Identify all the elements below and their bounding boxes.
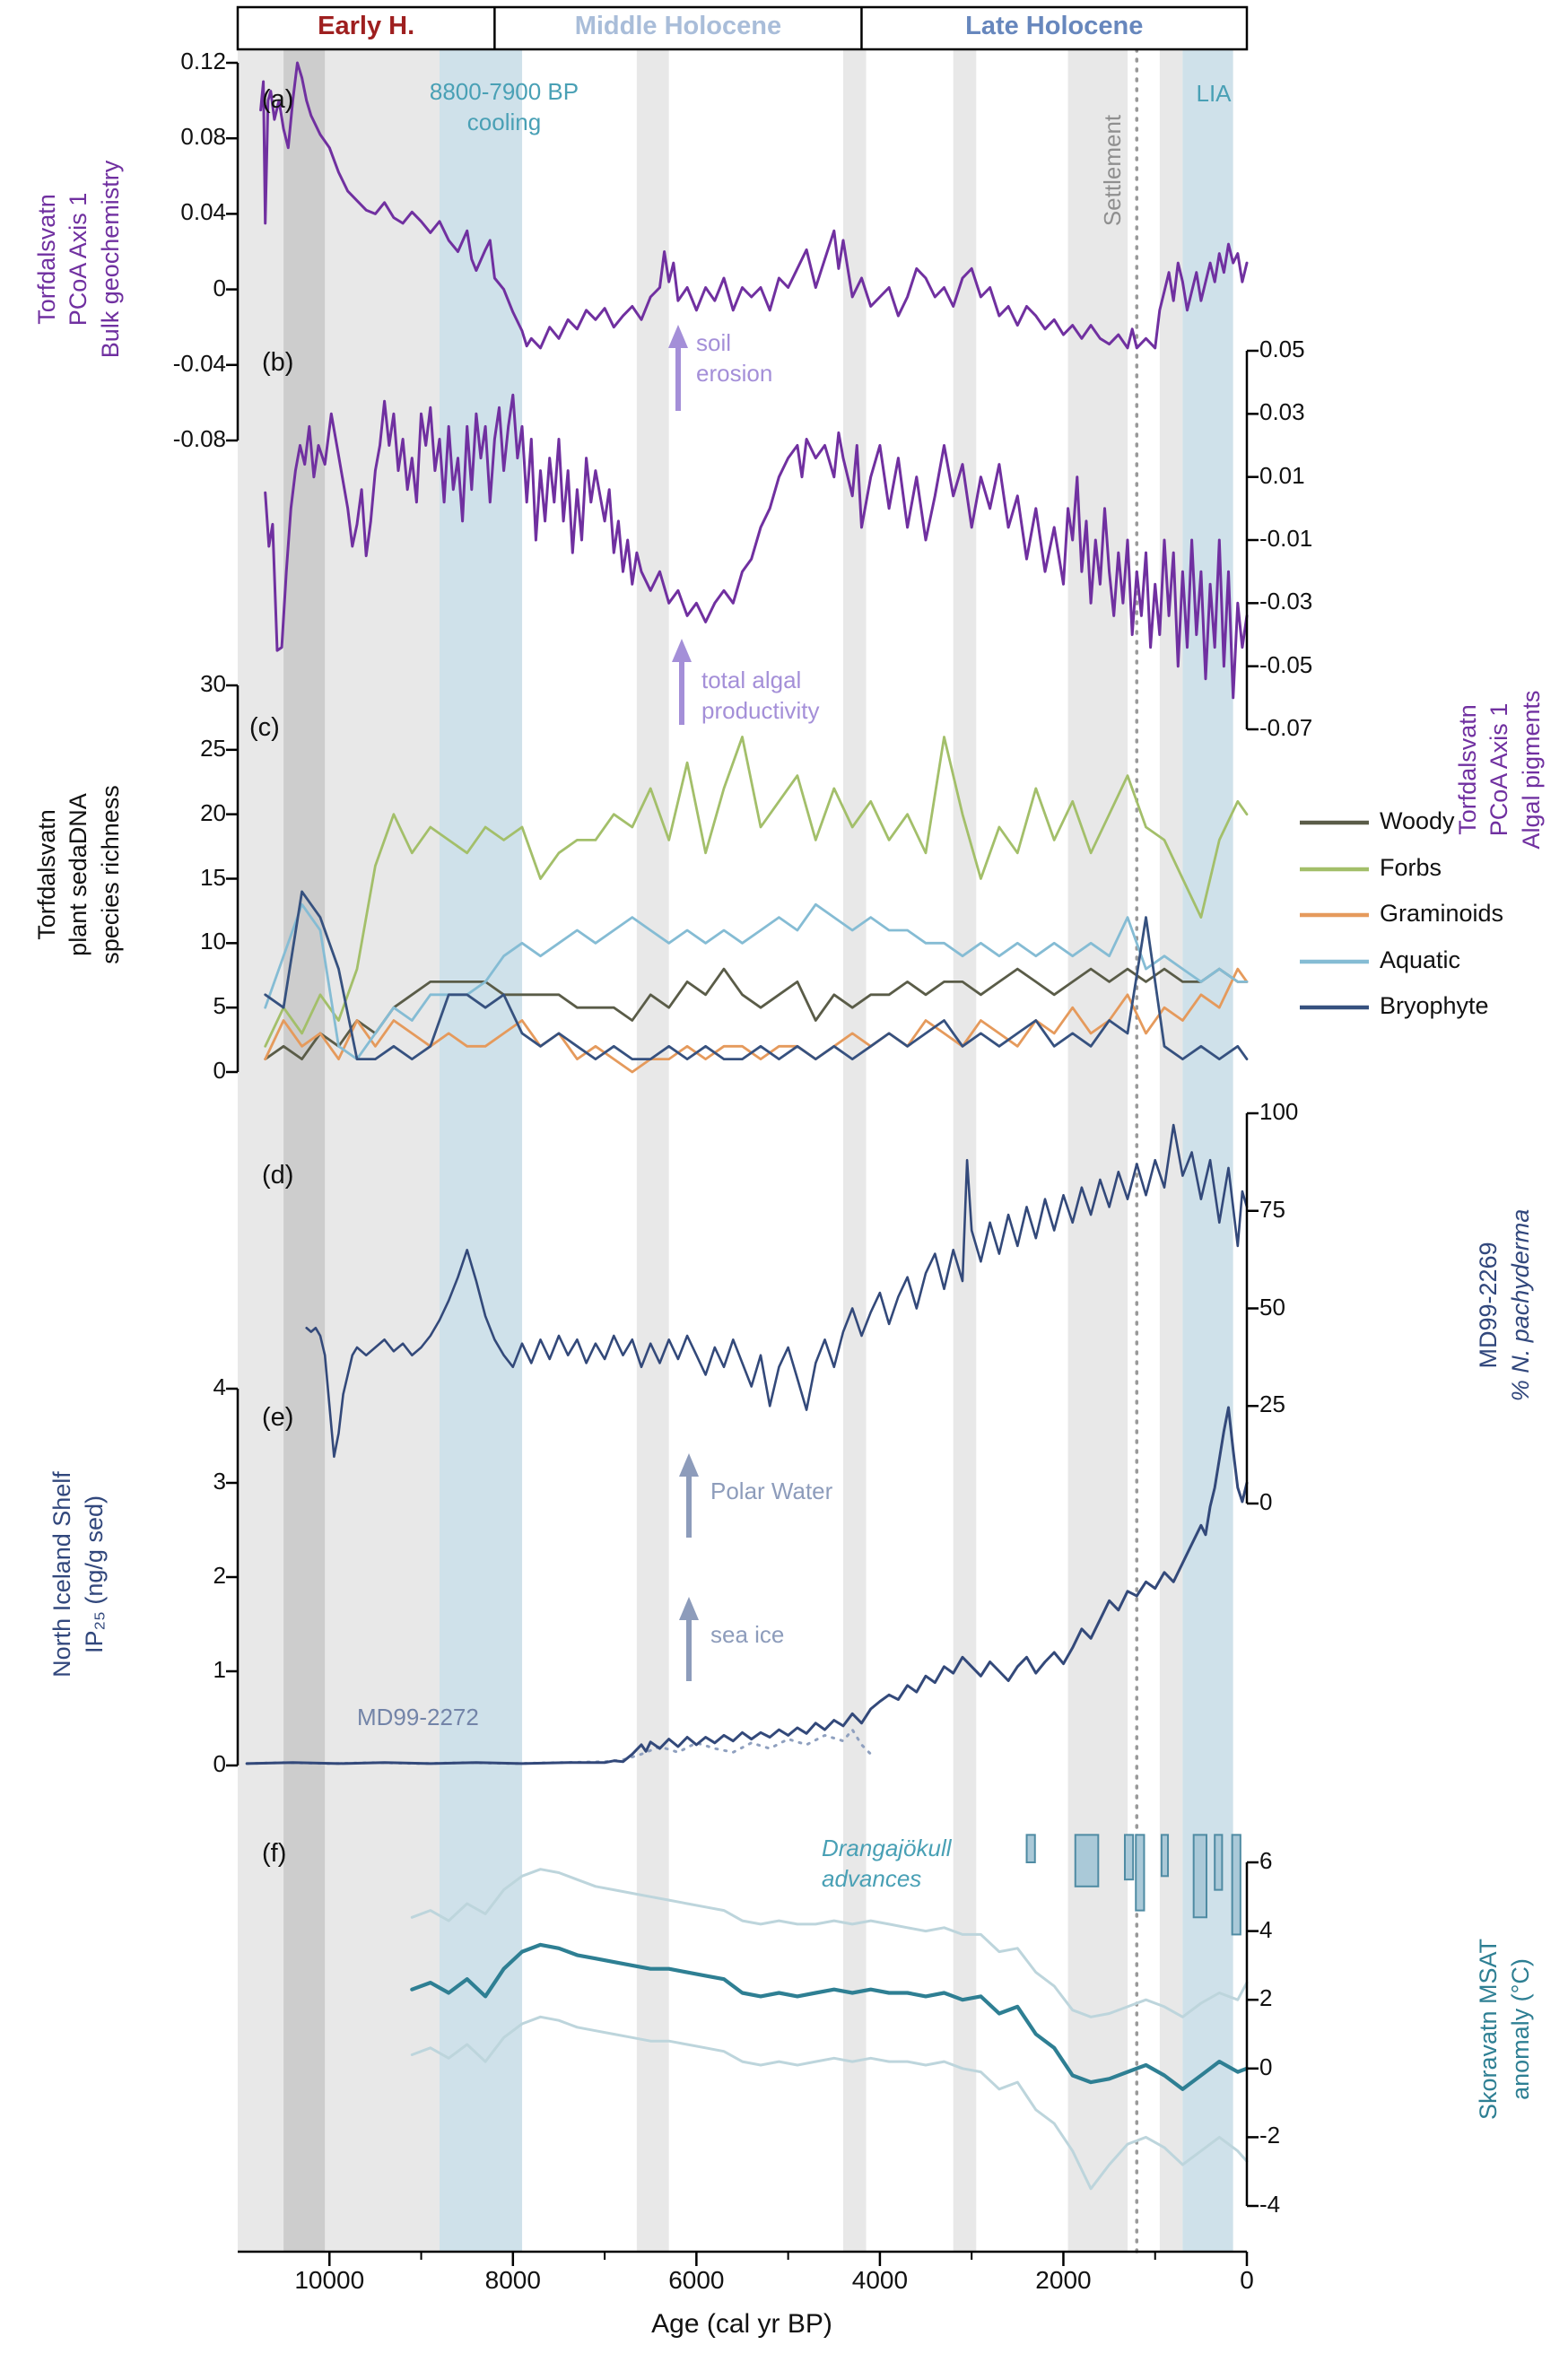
series-woody [264,967,1249,1060]
glacier-advance-box [1160,1834,1170,1878]
glacier-advance-box [1135,1834,1146,1912]
shaded-band [440,49,523,2252]
series-msat-msat [410,1942,1250,2091]
shaded-band [953,49,977,2252]
glacier-advance-box [1231,1834,1241,1936]
glacier-advance-box [1192,1834,1207,1919]
series-pachyderma [305,1123,1249,1459]
series-md99-2272 [245,1728,873,1765]
soil-erosion-arrow-head [668,325,688,348]
shaded-band [636,49,669,2252]
series-msat-upper [410,1868,1249,2018]
series-bryophyte [264,890,1249,1060]
period-bar [236,5,1249,51]
shaded-band [238,49,440,2252]
sea-ice-arrow-head [679,1597,699,1620]
series-aquatic [264,902,1249,1060]
glacier-advance-box [1074,1834,1100,1887]
glacier-advance-box [1025,1834,1036,1863]
shaded-band [283,49,326,2252]
series-ip25 [245,1406,1249,1765]
series-algal-pigments [264,393,1249,700]
glacier-advance-box [1123,1834,1135,1881]
shaded-band [1067,49,1128,2252]
algal-productivity-arrow-head [672,639,692,662]
shaded-band [1182,49,1233,2252]
shaded-band [843,49,867,2252]
glacier-advance-box [1214,1834,1224,1891]
series-bulk-geochemistry [259,61,1249,350]
series-forbs [264,736,1249,1048]
series-msat-lower [410,2015,1249,2191]
polar-water-arrow-head [679,1453,699,1477]
